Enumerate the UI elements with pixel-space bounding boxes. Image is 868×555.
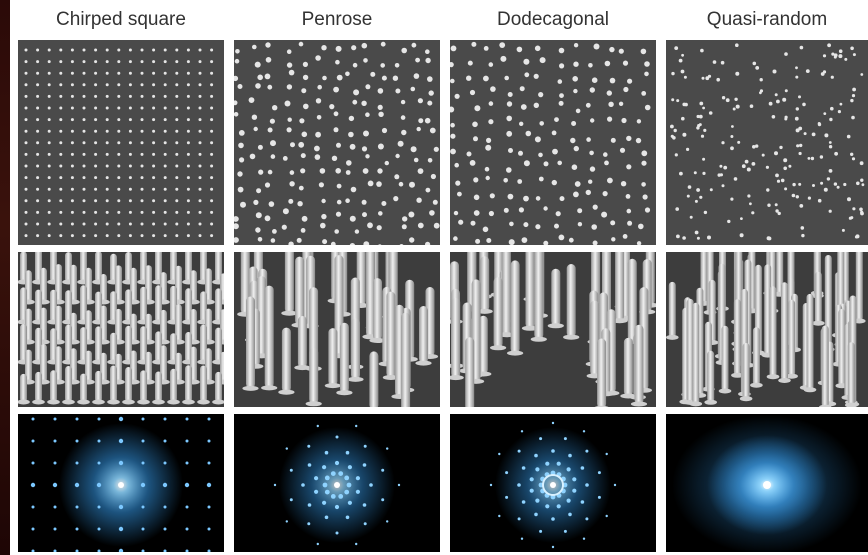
column-title-dodecagonal: Dodecagonal xyxy=(497,9,609,30)
diffraction-chirped-square xyxy=(18,414,224,552)
column-title-quasi-random: Quasi-random xyxy=(706,9,828,30)
column-title-penrose: Penrose xyxy=(301,9,373,30)
column-title-chirped-square: Chirped square xyxy=(56,9,186,30)
sem-tilted-chirped-square xyxy=(18,252,224,407)
sem-top-penrose xyxy=(234,40,440,245)
diffraction-dodecagonal xyxy=(450,414,656,552)
diffraction-quasi-random xyxy=(666,414,868,552)
sem-top-chirped-square xyxy=(18,40,224,245)
sem-tilted-dodecagonal xyxy=(450,252,656,407)
diffraction-penrose xyxy=(234,414,440,552)
sem-top-quasi-random xyxy=(666,40,868,245)
sem-tilted-penrose xyxy=(234,252,440,407)
sem-top-dodecagonal xyxy=(450,40,656,245)
sem-tilted-quasi-random xyxy=(666,252,868,407)
figure: Chirped square Penrose Dodecagonal Quasi… xyxy=(10,0,868,555)
